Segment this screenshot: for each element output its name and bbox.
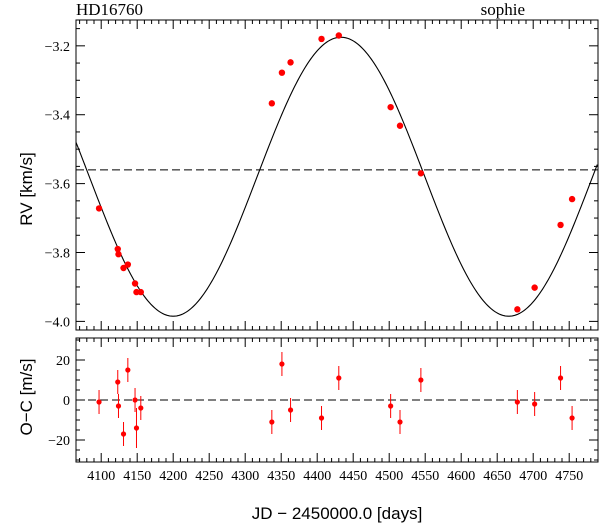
x-tick-label: 4550 xyxy=(411,469,439,484)
x-tick-label: 4200 xyxy=(159,469,187,484)
residual-point xyxy=(418,377,424,383)
rv-data-point xyxy=(115,251,122,258)
top-y-axis-label: RV [km/s] xyxy=(17,152,36,225)
residual-point xyxy=(138,405,144,411)
x-tick-label: 4150 xyxy=(123,469,151,484)
top-y-tick-label: −3.6 xyxy=(45,178,70,193)
residual-point xyxy=(318,415,325,421)
rv-data-point xyxy=(287,59,294,66)
bottom-y-tick-label: −20 xyxy=(48,434,70,449)
x-tick-label: 4700 xyxy=(519,469,547,484)
rv-data-point xyxy=(514,306,521,313)
x-tick-label: 4400 xyxy=(303,469,331,484)
residual-point xyxy=(336,375,342,381)
residual-point xyxy=(115,379,121,385)
bottom-y-axis-label: O−C [m/s] xyxy=(17,359,36,436)
x-tick-label: 4600 xyxy=(447,469,475,484)
rv-data-point xyxy=(387,103,394,111)
rv-data-point xyxy=(318,35,325,43)
residual-point xyxy=(133,425,140,431)
rv-data-point xyxy=(120,264,127,272)
rv-data-point xyxy=(335,32,342,39)
top-y-tick-label: −4.0 xyxy=(45,315,70,330)
rv-data-point xyxy=(557,221,564,229)
instrument-label: sophie xyxy=(481,0,525,19)
rv-data-point xyxy=(131,280,139,287)
x-tick-label: 4750 xyxy=(555,469,583,484)
rv-data-point xyxy=(137,288,144,296)
rv-data-point xyxy=(417,170,425,177)
x-tick-label: 4300 xyxy=(231,469,259,484)
rv-data-point xyxy=(268,100,276,107)
x-tick-label: 4450 xyxy=(339,469,367,484)
top-y-tick-label: −3.4 xyxy=(45,109,70,124)
top-y-tick-label: −3.2 xyxy=(45,40,70,55)
rv-data-point xyxy=(114,245,121,253)
x-tick-label: 4650 xyxy=(483,469,511,484)
residual-point xyxy=(279,361,285,367)
residual-point xyxy=(569,415,575,421)
residual-point xyxy=(132,397,138,403)
rv-panel: −4.0 −3.8 −3.6 −3.4 −3.2 xyxy=(45,19,599,331)
rv-data-point xyxy=(95,205,103,212)
top-panel-frame xyxy=(75,19,599,331)
residual-point xyxy=(514,399,520,405)
residual-point xyxy=(120,431,127,437)
residual-point xyxy=(125,367,131,373)
rv-data-point xyxy=(531,284,538,291)
residual-point xyxy=(557,375,564,381)
x-tick-label: 4250 xyxy=(195,469,223,484)
rv-data-point xyxy=(396,122,404,129)
star-label: HD16760 xyxy=(76,0,143,19)
residual-point xyxy=(397,419,403,425)
residual-point xyxy=(269,419,275,425)
rv-data-point xyxy=(278,69,286,76)
residual-point xyxy=(532,401,538,407)
rv-data-point xyxy=(124,261,132,268)
rv-data-point xyxy=(568,195,576,203)
residual-point xyxy=(287,407,294,413)
residual-point xyxy=(388,403,394,409)
x-tick-label: 4350 xyxy=(267,469,295,484)
x-tick-label: 4500 xyxy=(375,469,403,484)
x-axis-label: JD − 2450000.0 [days] xyxy=(252,504,423,523)
residual-point xyxy=(115,403,122,409)
x-tick-label: 4100 xyxy=(87,469,115,484)
bottom-y-tick-label: 0 xyxy=(63,394,70,409)
bottom-y-tick-label: 20 xyxy=(56,354,70,369)
residual-point xyxy=(96,399,102,405)
top-y-tick-label: −3.8 xyxy=(45,247,70,262)
orbital-fit-curve xyxy=(75,36,598,317)
residuals-panel: 4100 4150 4200 4250 4300 4350 4400 4450 4500 4550… xyxy=(48,337,599,484)
